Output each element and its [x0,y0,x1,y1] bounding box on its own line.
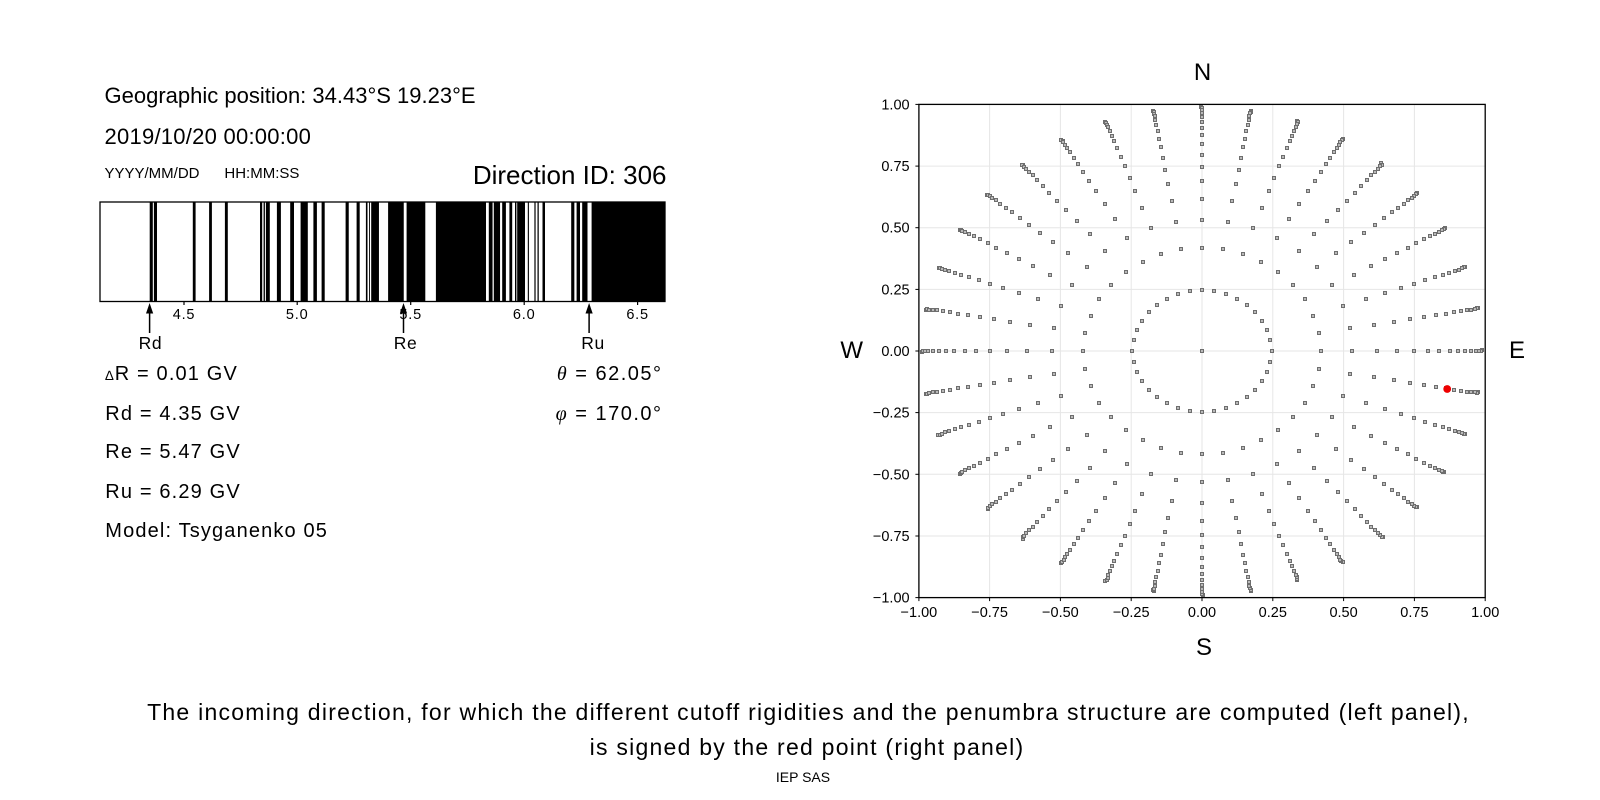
svg-text:−0.75: −0.75 [971,605,1008,621]
svg-text:−0.75: −0.75 [873,529,910,545]
svg-text:−0.50: −0.50 [873,467,910,483]
svg-text:0.00: 0.00 [881,344,909,360]
svg-text:1.00: 1.00 [1471,605,1499,621]
svg-text:0.50: 0.50 [881,221,909,237]
svg-text:−0.25: −0.25 [873,406,910,422]
svg-text:1.00: 1.00 [881,97,909,113]
svg-text:0.25: 0.25 [1259,605,1287,621]
svg-text:0.75: 0.75 [1400,605,1428,621]
svg-text:−0.25: −0.25 [1113,605,1150,621]
svg-text:−0.50: −0.50 [1042,605,1079,621]
svg-text:0.50: 0.50 [1329,605,1357,621]
svg-text:−1.00: −1.00 [873,591,910,607]
svg-text:0.00: 0.00 [1188,605,1216,621]
svg-text:−1.00: −1.00 [901,605,938,621]
svg-text:0.25: 0.25 [881,282,909,298]
svg-text:0.75: 0.75 [881,159,909,175]
